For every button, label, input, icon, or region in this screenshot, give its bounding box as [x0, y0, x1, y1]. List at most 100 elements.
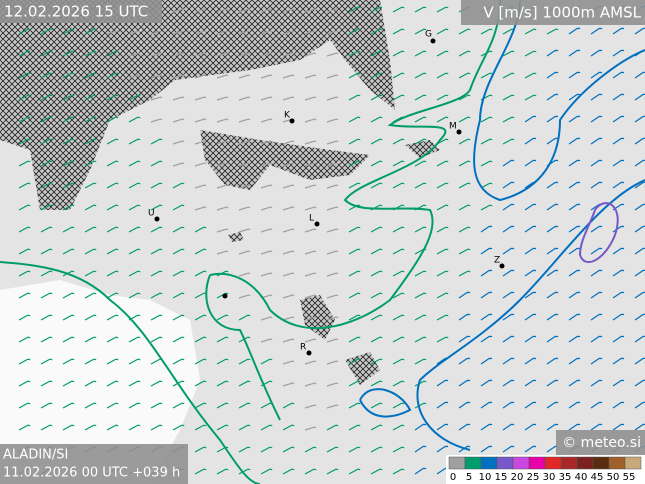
wind-barb [40, 50, 53, 57]
wind-barb [150, 336, 163, 343]
wind-barb [634, 115, 645, 123]
wind-barb [590, 49, 603, 57]
wind-barb [18, 182, 31, 189]
wind-barb [216, 184, 229, 189]
wind-barb [348, 358, 361, 365]
wind-barb [370, 248, 383, 255]
wind-barb [370, 226, 383, 233]
wind-barb [84, 182, 97, 189]
wind-barb [436, 204, 449, 211]
wind-barb [392, 50, 405, 57]
wind-barb [40, 72, 53, 79]
wind-barb [348, 424, 361, 431]
wind-barb [546, 291, 559, 299]
legend-label: 0 [450, 472, 456, 483]
wind-barb [128, 182, 141, 189]
legend-label: 35 [559, 472, 572, 483]
wind-barb [480, 138, 493, 145]
legend-label: 30 [543, 472, 556, 483]
wind-barb [480, 269, 493, 277]
wind-barb [326, 206, 339, 211]
wind-barb [634, 203, 645, 211]
wind-barb [590, 115, 603, 123]
wind-barb [172, 52, 185, 57]
legend-label: 15 [495, 472, 508, 483]
wind-barb [502, 357, 515, 365]
wind-barb [106, 30, 119, 35]
wind-barb [304, 294, 317, 299]
wind-barb [326, 52, 339, 57]
wind-barb [436, 445, 449, 453]
wind-barb [612, 423, 625, 431]
wind-barb [282, 424, 295, 431]
high-terrain [300, 295, 335, 340]
wind-barb [480, 72, 493, 79]
wind-barb [392, 336, 405, 343]
wind-barb [612, 93, 625, 101]
wind-barb [436, 226, 449, 233]
wind-barb [194, 30, 207, 35]
wind-barb [40, 402, 53, 409]
wind-barb [40, 116, 53, 123]
wind-barb [458, 401, 471, 409]
wind-barb [590, 93, 603, 101]
wind-barb [40, 182, 53, 189]
wind-barb [106, 292, 119, 299]
wind-barb [106, 138, 119, 145]
place-dot [430, 38, 436, 44]
wind-barb [260, 272, 273, 277]
wind-barb [414, 314, 427, 321]
wind-barb [238, 250, 251, 255]
wind-barb [612, 379, 625, 387]
wind-barb [282, 228, 295, 233]
wind-barb [172, 204, 185, 211]
wind-barb [546, 357, 559, 365]
wind-barb [392, 270, 405, 277]
wind-barb [502, 138, 515, 145]
wind-barb [370, 182, 383, 189]
wind-barb [524, 423, 537, 431]
wind-barb [150, 226, 163, 233]
wind-barb [436, 28, 449, 35]
wind-barb [40, 226, 53, 233]
wind-barb [524, 28, 537, 35]
wind-barb [546, 335, 559, 343]
wind-barb [502, 50, 515, 57]
header-box [461, 0, 645, 25]
wind-barb [326, 8, 339, 13]
wind-barb [172, 74, 185, 79]
wind-barb [172, 402, 185, 409]
wind-barb [480, 423, 493, 431]
wind-barb [612, 49, 625, 57]
wind-barb [436, 116, 449, 123]
wind-barb [480, 401, 493, 409]
wind-barb [238, 402, 251, 409]
wind-barb [436, 314, 449, 321]
wind-barb [524, 247, 537, 255]
wind-barb [326, 446, 339, 453]
wind-barb [304, 162, 317, 167]
wind-barb [18, 380, 31, 387]
legend-swatch [480, 456, 498, 470]
wind-barb [84, 138, 97, 145]
wind-barb [172, 292, 185, 299]
wind-barb [304, 206, 317, 211]
wind-barb [194, 52, 207, 57]
wind-barb [260, 468, 273, 475]
wind-barb [590, 137, 603, 145]
legend-swatch [560, 456, 578, 470]
wind-barb [612, 27, 625, 35]
wind-barb [62, 358, 75, 365]
place-markers [154, 38, 505, 356]
wind-barb [128, 380, 141, 387]
wind-barb [84, 292, 97, 299]
high-terrain [345, 352, 380, 385]
wind-barb [590, 27, 603, 35]
wind-barb [634, 291, 645, 299]
wind-barb [392, 358, 405, 365]
wind-barb [40, 94, 53, 101]
wind-barb [216, 292, 229, 299]
wind-barb [370, 94, 383, 101]
wind-barb [282, 272, 295, 277]
